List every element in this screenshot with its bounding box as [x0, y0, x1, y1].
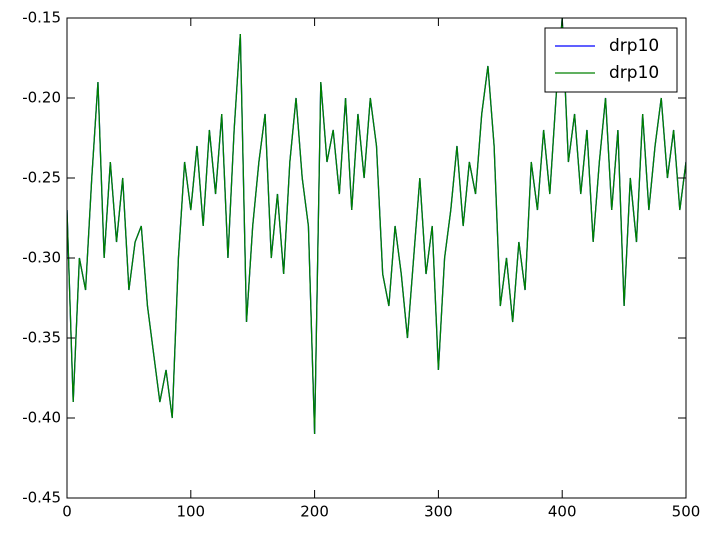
- x-tick-label: 0: [62, 503, 72, 521]
- y-tick-label: -0.30: [22, 249, 61, 267]
- legend-label: drp10: [609, 63, 659, 83]
- x-tick-label: 300: [424, 503, 453, 521]
- legend: drp10 drp10: [544, 27, 678, 93]
- x-tick-label: 200: [300, 503, 329, 521]
- series-line: [67, 18, 686, 435]
- x-tick-label: 400: [548, 503, 577, 521]
- plot-lines: [67, 18, 686, 435]
- y-tick-label: -0.40: [22, 409, 61, 427]
- y-tick-label: -0.45: [22, 489, 61, 507]
- x-tick-label: 100: [176, 503, 205, 521]
- y-tick-label: -0.25: [22, 169, 61, 187]
- y-tick-label: -0.35: [22, 329, 61, 347]
- legend-box: [544, 27, 678, 93]
- y-tick-label: -0.20: [22, 89, 61, 107]
- y-tick-label: -0.15: [22, 9, 61, 27]
- legend-label: drp10: [609, 36, 659, 56]
- x-tick-label: 500: [672, 503, 701, 521]
